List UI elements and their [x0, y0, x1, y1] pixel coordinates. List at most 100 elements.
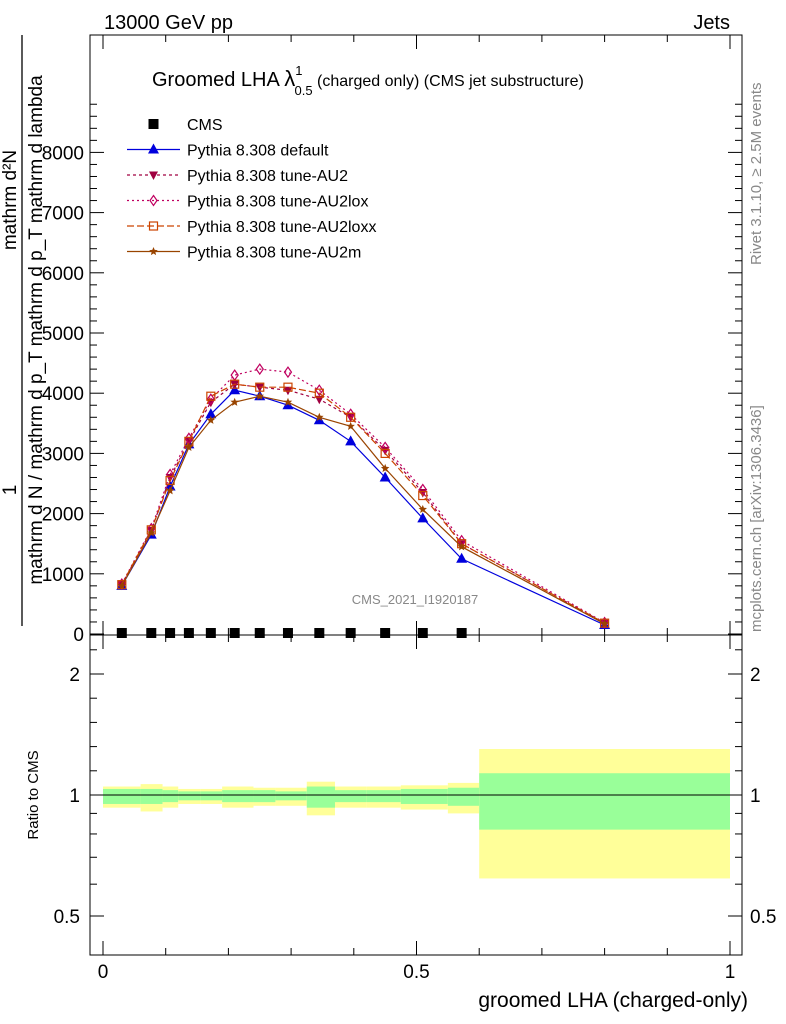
legend-entry: Pythia 8.308 tune-AU2loxx — [127, 219, 376, 236]
legend-entry: Pythia 8.308 tune-AU2 — [127, 168, 348, 185]
legend-marker — [149, 247, 158, 256]
plot-title: Groomed LHA λ1 0.5 (charged only) (CMS je… — [152, 63, 584, 98]
data-point — [283, 366, 293, 379]
y-tick-label: 6000 — [42, 264, 84, 285]
data-point — [418, 483, 428, 496]
ratio-band-inner — [447, 787, 480, 806]
data-point — [457, 542, 466, 551]
data-point — [206, 391, 216, 401]
x-tick-label: 1 — [725, 962, 736, 983]
data-point — [315, 384, 324, 397]
y-tick-label: 7000 — [42, 204, 84, 225]
legend-label: Pythia 8.308 tune-AU2 — [187, 168, 348, 185]
data-point — [205, 408, 217, 419]
data-point — [165, 486, 175, 495]
data-point — [229, 628, 240, 638]
data-point — [255, 383, 265, 393]
data-point — [230, 369, 239, 382]
data-point — [314, 395, 324, 405]
data-point — [282, 628, 293, 638]
data-point — [205, 628, 216, 638]
data-point — [600, 619, 609, 628]
series-line — [121, 383, 605, 624]
ratio-y-label: Ratio to CMS — [25, 750, 42, 839]
data-point — [345, 435, 357, 446]
legend-label: CMS — [187, 117, 223, 134]
data-point — [345, 628, 356, 638]
data-point — [283, 382, 293, 392]
main-y-ticks: 0 1000 2000 3000 4000 5000 6000 7000 8000 — [42, 103, 742, 646]
x-axis-label: groomed LHA (charged-only) — [478, 989, 748, 1012]
data-point — [418, 490, 428, 501]
ratio-band-inner — [200, 791, 223, 801]
data-point — [314, 628, 325, 638]
data-point — [184, 442, 194, 451]
rivet-label: Rivet 3.1.10, ≥ 2.5M events — [748, 83, 765, 266]
data-point — [456, 628, 467, 638]
data-point — [379, 471, 391, 482]
legend-label: Pythia 8.308 tune-AU2lox — [187, 194, 368, 211]
ratio-tick-label-right: 1 — [750, 786, 761, 807]
ratio-band-inner — [222, 790, 254, 803]
title-sup: 1 — [295, 63, 302, 78]
y-tick-label: 0 — [73, 625, 84, 646]
ratio-band-inner — [253, 790, 276, 803]
y-tick-label: 2000 — [42, 505, 84, 526]
data-point — [346, 408, 355, 421]
data-point — [314, 388, 324, 398]
data-point — [254, 628, 265, 638]
data-point — [164, 480, 176, 491]
y-label-numerator: mathrm d²N — [0, 150, 21, 250]
ratio-band-inner — [275, 791, 307, 801]
data-point — [117, 581, 127, 590]
header-right: Jets — [693, 12, 730, 34]
ratio-band-inner — [178, 791, 201, 801]
data-point — [283, 397, 293, 406]
y-tick-label: 1000 — [42, 565, 84, 586]
y-tick-label: 3000 — [42, 444, 84, 465]
data-point — [282, 399, 294, 410]
series-4 — [117, 379, 610, 628]
data-point — [380, 463, 390, 473]
legend-label: Pythia 8.308 default — [187, 143, 329, 160]
legend-entry: Pythia 8.308 default — [127, 143, 329, 160]
x-tick-label: 0.5 — [403, 962, 429, 983]
legend-entry: CMS — [148, 117, 223, 134]
data-point — [165, 628, 176, 638]
data-point — [230, 397, 239, 406]
title-suffix: (charged only) (CMS jet substructure) — [313, 73, 584, 90]
title-lambda: λ — [284, 66, 295, 91]
data-point — [229, 384, 241, 395]
legend-marker — [149, 171, 158, 180]
data-point — [146, 628, 157, 638]
legend-marker — [149, 194, 158, 207]
data-point — [230, 380, 240, 390]
ratio-tick-label: 2 — [69, 665, 80, 686]
data-point — [346, 412, 356, 422]
y-tick-label: 4000 — [42, 384, 84, 405]
data-point — [230, 379, 240, 389]
data-point — [206, 393, 216, 406]
series-line — [121, 395, 605, 625]
data-point — [255, 363, 264, 376]
data-point — [183, 628, 194, 638]
analysis-watermark: CMS_2021_I1920187 — [352, 592, 479, 607]
legend: CMS Pythia 8.308 default Pythia 8.308 tune… — [127, 117, 376, 262]
data-point — [456, 552, 468, 563]
ratio-y-ticks: 0.5 0.5 1 1 2 2 — [54, 649, 776, 928]
data-point — [417, 512, 429, 523]
y-tick-label: 8000 — [42, 143, 84, 164]
data-point — [599, 618, 610, 628]
x-tick-label: 0 — [98, 962, 109, 983]
data-point — [315, 412, 324, 421]
series-line — [121, 389, 605, 626]
data-point — [147, 528, 156, 537]
series-layer — [116, 363, 611, 638]
ratio-band-inner — [400, 788, 448, 804]
ratio-band-inner — [334, 790, 367, 803]
data-point — [206, 415, 216, 424]
ratio-tick-label: 0.5 — [54, 907, 80, 928]
ratio-band-inner — [306, 786, 335, 808]
legend-marker — [148, 119, 159, 129]
series-line — [121, 383, 605, 624]
